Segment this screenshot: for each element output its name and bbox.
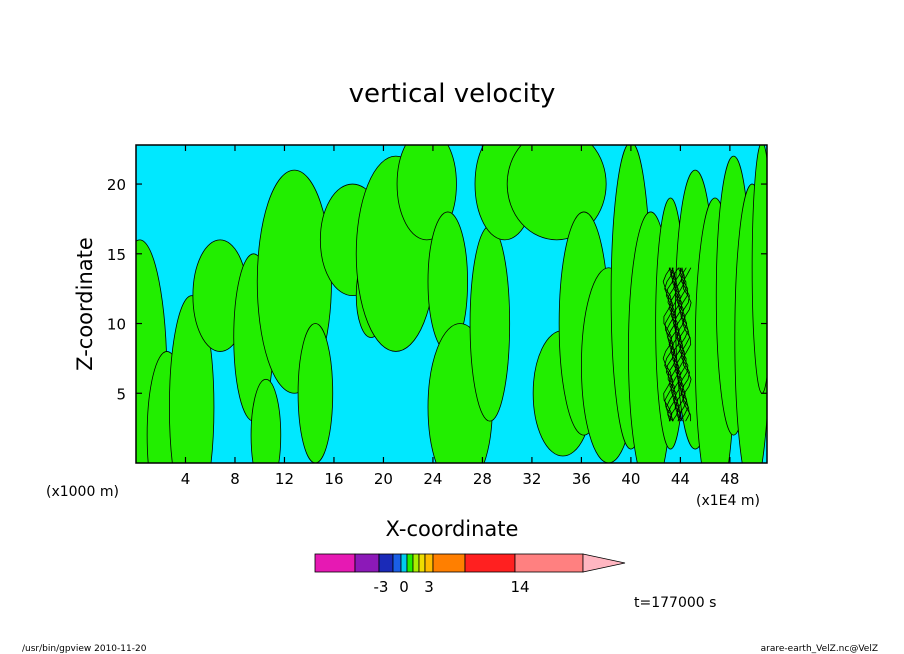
colorbar: -3 0 3 14 xyxy=(314,553,626,596)
y-axis: 5 10 15 20 xyxy=(107,176,767,403)
colorbar-label: 0 xyxy=(399,578,409,596)
colorbar-segment xyxy=(354,553,380,573)
y-tick-label: 15 xyxy=(107,246,126,264)
x-tick-label: 36 xyxy=(572,470,591,488)
contour-line xyxy=(682,267,692,422)
colorbar-segment xyxy=(514,553,584,573)
x-tick-label: 32 xyxy=(522,470,541,488)
x-tick-label: 8 xyxy=(230,470,240,488)
x-scale-note-right: (x1E4 m) xyxy=(696,493,760,509)
contour-line xyxy=(662,267,673,422)
x-scale-note-left: (x1000 m) xyxy=(46,484,119,500)
y-tick-label: 5 xyxy=(116,385,126,403)
colorbar-segment xyxy=(392,553,402,573)
positive-band xyxy=(297,323,334,463)
contour-line xyxy=(680,267,690,422)
x-tick-label: 4 xyxy=(181,470,191,488)
x-tick-label: 16 xyxy=(324,470,343,488)
time-label: t=177000 s xyxy=(634,595,716,611)
positive-band xyxy=(250,378,282,463)
positive-band xyxy=(469,225,511,422)
colorbar-arrow xyxy=(582,553,626,573)
x-axis: 4 8 12 16 20 24 28 32 36 40 44 48 xyxy=(181,145,739,488)
footer-right: arare-earth_VelZ.nc@VelZ xyxy=(761,644,878,654)
colorbar-label: 3 xyxy=(424,578,434,596)
x-tick-label: 20 xyxy=(374,470,393,488)
colorbar-segment xyxy=(464,553,516,573)
contour-line xyxy=(679,267,689,422)
positive-velocity-bands xyxy=(136,145,767,463)
colorbar-segment xyxy=(432,553,466,573)
y-tick-label: 20 xyxy=(107,176,126,194)
positive-band xyxy=(751,145,767,394)
y-tick-label: 10 xyxy=(107,316,126,334)
colorbar-segment xyxy=(378,553,394,573)
plot-frame xyxy=(135,144,768,464)
contour-line xyxy=(677,267,688,422)
colorbar-label: 14 xyxy=(510,578,529,596)
x-tick-label: 48 xyxy=(720,470,739,488)
colorbar-label: -3 xyxy=(374,578,389,596)
colorbar-segment xyxy=(418,553,426,573)
x-tick-label: 40 xyxy=(621,470,640,488)
colorbar-segment xyxy=(424,553,434,573)
chart-title: vertical velocity xyxy=(349,79,556,109)
contour-lines xyxy=(662,267,692,422)
x-axis-label: X-coordinate xyxy=(386,517,519,541)
colorbar-segment xyxy=(406,553,414,573)
contour-line xyxy=(674,267,685,422)
colorbar-segment xyxy=(412,553,420,573)
x-tick-label: 28 xyxy=(473,470,492,488)
footer-left: /usr/bin/gpview 2010-11-20 xyxy=(22,644,147,654)
contour-line xyxy=(676,267,686,422)
y-axis-label: Z-coordinate xyxy=(73,237,97,371)
colorbar-segment xyxy=(314,553,356,573)
x-tick-label: 24 xyxy=(423,470,442,488)
x-tick-label: 12 xyxy=(275,470,294,488)
colorbar-segment xyxy=(400,553,408,573)
x-tick-label: 44 xyxy=(671,470,690,488)
